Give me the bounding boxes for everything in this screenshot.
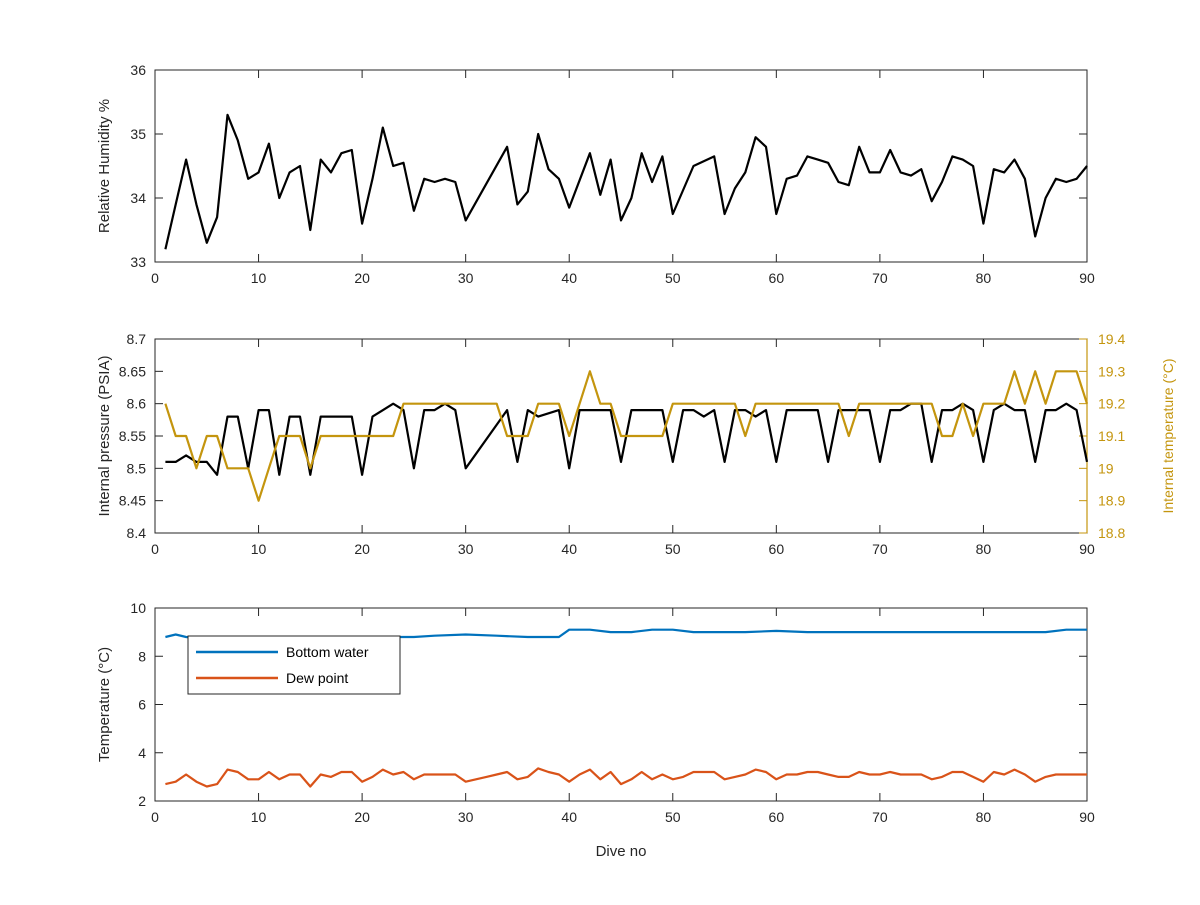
legend: Bottom water Dew point [187,635,401,695]
x-tick-label: 80 [976,809,992,825]
x-tick-label: 90 [1079,809,1095,825]
x-axis-label: Dive no [596,843,647,860]
x-tick-label: 10 [251,809,267,825]
legend-label: Bottom water [286,644,369,660]
x-tick-label: 50 [665,541,681,557]
x-tick-label: 40 [561,809,577,825]
x-tick-label: 30 [458,270,474,286]
x-tick-label: 70 [872,541,888,557]
y-tick-label: 2 [138,793,146,809]
y-right-tick-label: 19 [1098,460,1114,476]
series-line-dew-point [165,767,1087,788]
y-right-tick-label: 19.4 [1098,331,1125,347]
x-tick-label: 40 [561,541,577,557]
y-tick-label: 35 [130,126,146,142]
series-line-1 [164,113,1088,250]
plot-area-frame [154,69,1088,263]
x-tick-label: 0 [151,541,159,557]
legend-box [187,635,401,695]
x-tick-label: 0 [151,270,159,286]
x-tick-label: 40 [561,270,577,286]
y-right-tick-label: 18.8 [1098,525,1125,541]
y-axis-label: Internal pressure (PSIA) [96,356,113,517]
y-tick-label: 8.65 [119,363,146,379]
y-tick-label: 33 [130,254,146,270]
x-tick-label: 70 [872,809,888,825]
y-right-axis-label: Internal temperature (°C) [1160,359,1176,514]
y-tick-label: 8.45 [119,493,146,509]
x-tick-label: 60 [769,541,785,557]
y-tick-label: 8.6 [127,396,147,412]
x-tick-label: 60 [769,809,785,825]
x-tick-label: 10 [251,541,267,557]
x-tick-label: 20 [354,270,370,286]
y-right-tick-label: 19.3 [1098,363,1125,379]
y-axis-label: Relative Humidity % [96,99,113,233]
x-tick-label: 80 [976,541,992,557]
series-line-1 [165,402,1089,476]
series-line-2 [164,370,1089,502]
x-tick-label: 20 [354,809,370,825]
y-tick-label: 8.4 [127,525,147,541]
y-tick-label: 8.55 [119,428,146,444]
x-tick-label: 90 [1079,541,1095,557]
y-right-tick-label: 19.2 [1098,396,1125,412]
x-tick-label: 20 [354,541,370,557]
y-axis-label: Temperature (°C) [96,647,113,762]
x-tick-label: 30 [458,809,474,825]
x-tick-label: 60 [769,270,785,286]
x-tick-label: 30 [458,541,474,557]
y-tick-label: 10 [130,600,146,616]
x-tick-label: 80 [976,270,992,286]
y-right-tick-label: 18.9 [1098,493,1125,509]
chart-panel-1: 0 10 20 30 40 50 60 70 80 90 33 34 35 36 Relative Humi… [96,62,1095,286]
chart-panel-3: 0 10 20 30 40 50 60 70 80 90 2 4 6 8 10 Temperature (°C… [96,600,1095,860]
x-tick-label: 70 [872,270,888,286]
y-tick-label: 8 [138,648,146,664]
legend-label: Dew point [286,670,348,686]
y-tick-label: 8.7 [127,331,147,347]
x-tick-label: 90 [1079,270,1095,286]
chart-panel-2: 0 10 20 30 40 50 60 70 80 90 8.4 8.45 8.5 8.55 8.6 8.65… [96,331,1176,557]
x-tick-label: 50 [665,270,681,286]
y-right-tick-label: 19.1 [1098,428,1125,444]
y-tick-label: 8.5 [127,460,147,476]
y-tick-label: 36 [130,62,146,78]
y-tick-label: 6 [138,697,146,713]
x-tick-label: 50 [665,809,681,825]
x-tick-label: 10 [251,270,267,286]
y-tick-label: 4 [138,745,146,761]
y-tick-label: 34 [130,190,146,206]
x-tick-label: 0 [151,809,159,825]
